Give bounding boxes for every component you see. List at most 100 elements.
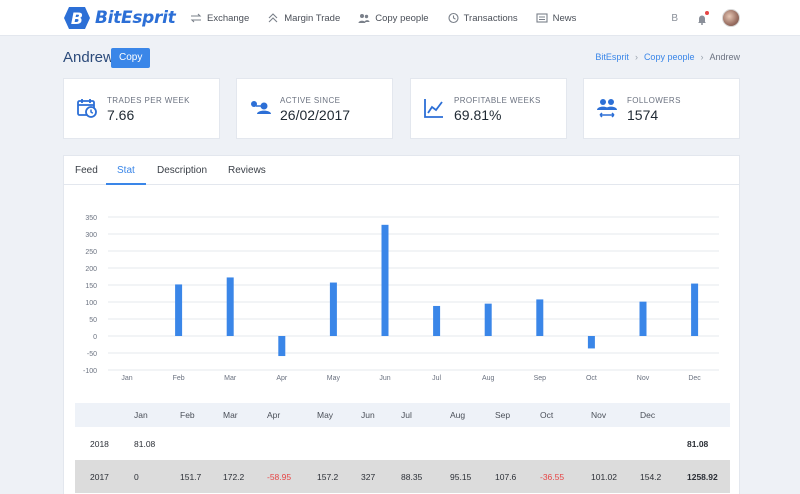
column-header: Oct <box>540 410 554 420</box>
bar-jun <box>381 224 389 336</box>
brand-logo-icon: B <box>64 7 90 29</box>
x-tick-label: Dec <box>688 375 701 382</box>
table-cell <box>267 427 317 460</box>
table-cell: -36.55 <box>540 471 565 482</box>
column-header <box>687 403 730 427</box>
column-header <box>75 403 134 427</box>
row-year: 2018 <box>90 438 109 449</box>
copy-trader-button[interactable]: Copy <box>111 48 151 68</box>
table-row: 2017 0 151.7 172.2 -58.95 157.2 327 88.35 95.15 1… <box>75 460 730 493</box>
user-connect-icon <box>251 101 271 114</box>
x-tick-label: Jul <box>432 375 441 382</box>
column-header: Jul <box>401 410 412 420</box>
nav-news-label: News <box>552 12 577 24</box>
stat-value: 7.66 <box>107 107 135 123</box>
stat-label: PROFITABLE WEEKS <box>454 96 541 105</box>
svg-text:B: B <box>71 9 83 28</box>
nav-copy-people-label: Copy people <box>375 12 429 24</box>
tab-reviews[interactable]: Reviews <box>228 165 266 176</box>
stat-card-profitable-weeks: PROFITABLE WEEKS 69.81% <box>410 78 567 139</box>
user-avatar[interactable] <box>722 9 740 27</box>
row-total: 81.08 <box>687 438 709 449</box>
margin-trade-icon <box>268 13 278 23</box>
breadcrumb-current: Andrew <box>709 52 740 62</box>
tab-description[interactable]: Description <box>157 165 208 176</box>
bar-mar <box>226 277 234 336</box>
x-tick-label: Oct <box>586 375 597 382</box>
y-tick-label: 0 <box>93 334 97 341</box>
y-tick-label: 150 <box>85 283 97 290</box>
news-icon <box>536 13 548 23</box>
table-cell: 154.2 <box>640 471 662 482</box>
nav-margin-trade-label: Margin Trade <box>284 12 341 24</box>
stat-value: 69.81% <box>454 107 502 123</box>
nav-news[interactable]: News <box>536 12 577 24</box>
row-total: 1258.92 <box>687 471 718 482</box>
y-tick-label: 100 <box>85 300 97 307</box>
stat-label: TRADES PER WEEK <box>107 96 190 105</box>
stat-value: 26/02/2017 <box>280 107 351 123</box>
table-cell <box>401 427 450 460</box>
nav-exchange[interactable]: Exchange <box>190 12 249 24</box>
table-cell: 107.6 <box>495 471 517 482</box>
tab-feed[interactable]: Feed <box>75 165 98 176</box>
table-cell: 81.08 <box>134 438 156 449</box>
x-tick-label: Sep <box>534 375 547 382</box>
table-cell <box>361 427 401 460</box>
stat-value: 1574 <box>627 107 659 123</box>
breadcrumb-home[interactable]: BitEsprit <box>595 52 629 62</box>
top-navigation-bar: B BitEsprit Exchange Margin Trade Copy p… <box>0 0 800 36</box>
bar-aug <box>484 303 492 336</box>
line-chart-icon <box>424 99 443 118</box>
table-cell: 172.2 <box>223 471 245 482</box>
table-header-row: Jan Feb Mar Apr May Jun Jul Aug Sep Oct Nov Dec <box>75 403 730 427</box>
y-tick-label: -50 <box>87 351 97 358</box>
y-tick-label: 250 <box>85 249 97 256</box>
column-header: Jan <box>134 410 148 420</box>
nav-margin-trade[interactable]: Margin Trade <box>267 12 340 24</box>
table-cell <box>495 427 540 460</box>
monthly-profit-table: Jan Feb Mar Apr May Jun Jul Aug Sep Oct Nov Dec 201… <box>75 403 730 493</box>
nav-copy-people[interactable]: Copy people <box>358 12 429 24</box>
column-header: Dec <box>640 410 656 420</box>
table-cell: -58.95 <box>267 471 292 482</box>
row-year: 2017 <box>90 471 109 482</box>
table-cell <box>223 427 267 460</box>
column-header: Sep <box>495 410 511 420</box>
stat-label: ACTIVE SINCE <box>280 96 341 105</box>
calendar-clock-icon <box>77 99 97 118</box>
table-cell: 95.15 <box>450 471 472 482</box>
tab-stat[interactable]: Stat <box>106 156 146 185</box>
x-tick-label: Jan <box>121 375 132 382</box>
notification-dot <box>705 11 709 15</box>
x-tick-label: Apr <box>276 375 288 382</box>
trader-details-panel: Feed Stat Description Reviews 350 300 250 2… <box>63 155 740 494</box>
brand-logo[interactable]: B BitEsprit <box>63 6 176 30</box>
bar-apr <box>278 336 286 357</box>
table-cell <box>540 427 591 460</box>
x-tick-label: Aug <box>482 375 495 382</box>
bell-icon <box>698 15 706 25</box>
notifications-button[interactable] <box>696 11 709 25</box>
y-tick-label: 350 <box>85 215 97 222</box>
table-cell <box>180 427 223 460</box>
bar-nov <box>639 301 647 336</box>
table-cell: 88.35 <box>401 471 423 482</box>
nav-exchange-label: Exchange <box>207 12 250 24</box>
followers-icon <box>597 99 617 118</box>
bar-may <box>329 282 337 336</box>
nav-transactions[interactable]: Transactions <box>447 12 518 24</box>
bar-jul <box>433 305 441 336</box>
y-tick-label: -100 <box>83 368 97 375</box>
bar-dec <box>691 283 699 336</box>
x-tick-label: Feb <box>173 375 185 382</box>
nav-transactions-label: Transactions <box>463 12 518 24</box>
stat-card-followers: FOLLOWERS 1574 <box>583 78 740 139</box>
table-cell <box>591 427 640 460</box>
column-header: Aug <box>450 410 466 420</box>
breadcrumb-copy-people[interactable]: Copy people <box>643 52 695 62</box>
currency-switch[interactable]: B <box>671 12 678 24</box>
table-row: 2018 81.08 81.08 <box>75 427 730 460</box>
column-header: Apr <box>267 410 281 420</box>
column-header: Jun <box>361 410 375 420</box>
